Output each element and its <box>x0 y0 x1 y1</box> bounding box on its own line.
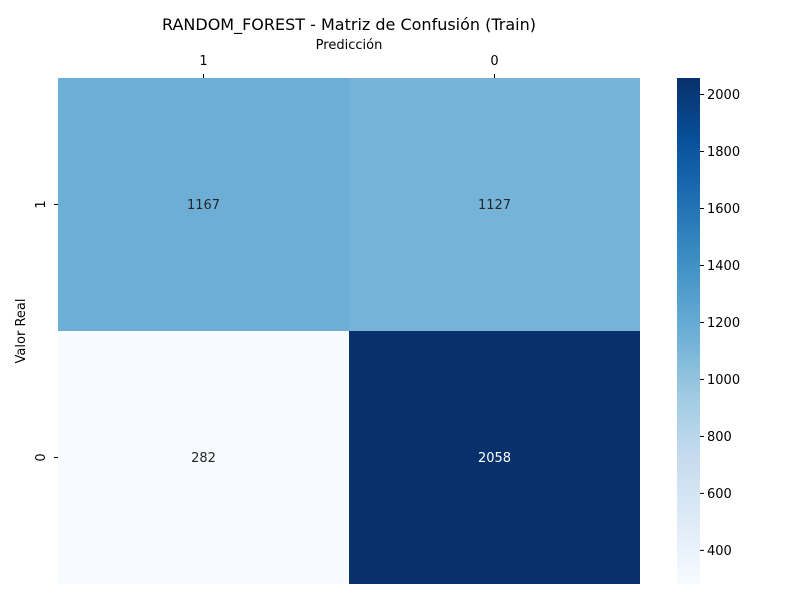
x-tick-label: 1 <box>199 54 207 69</box>
colorbar-tick-label: 800 <box>707 430 732 445</box>
x-axis-label: Predicción <box>316 38 383 53</box>
heatmap-cell-1-0 <box>58 331 349 584</box>
cell-annotation-1-0: 282 <box>191 451 216 466</box>
heatmap-cell-1-1 <box>349 331 640 584</box>
colorbar <box>677 78 700 584</box>
colorbar-tick-label: 400 <box>707 544 732 559</box>
colorbar-tick-label: 1400 <box>707 259 740 274</box>
cell-annotations: 1167 1127 282 2058 <box>187 198 511 466</box>
colorbar-tick-label: 600 <box>707 487 732 502</box>
heatmap-cells <box>58 78 640 584</box>
y-tick-label: 0 <box>34 453 49 461</box>
colorbar-tick-label: 1600 <box>707 202 740 217</box>
colorbar-tick-label: 2000 <box>707 88 740 103</box>
colorbar-tick-label: 1800 <box>707 145 740 160</box>
y-axis-label: Valor Real <box>14 299 29 364</box>
colorbar-tick-label: 1000 <box>707 373 740 388</box>
colorbar-ticks: 400 600 800 1000 1200 1400 1600 1800 2000 <box>700 88 740 559</box>
y-tick-labels: 10 <box>34 200 58 462</box>
cell-annotation-0-0: 1167 <box>187 198 220 213</box>
cell-annotation-0-1: 1127 <box>478 198 511 213</box>
cell-annotation-1-1: 2058 <box>478 451 511 466</box>
heatmap-cell-0-0 <box>58 78 349 331</box>
heatmap-cell-0-1 <box>349 78 640 331</box>
y-tick-label: 1 <box>34 200 49 208</box>
chart-title: RANDOM_FOREST - Matriz de Confusión (Tra… <box>162 15 536 35</box>
x-tick-label: 0 <box>490 54 498 69</box>
colorbar-tick-label: 1200 <box>707 316 740 331</box>
